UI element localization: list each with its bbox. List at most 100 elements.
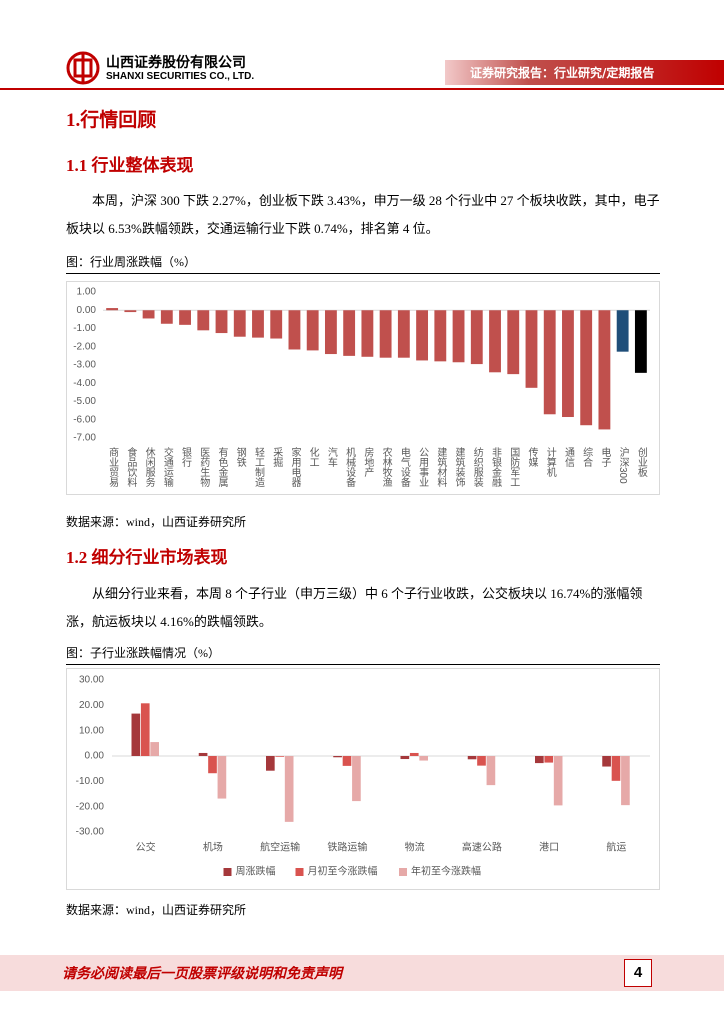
bar [400, 756, 410, 760]
y-tick-label: -20.00 [76, 801, 105, 812]
x-tick-label: 休闲服务 [143, 447, 155, 488]
chart-frame [66, 668, 660, 890]
x-tick-label: 公交 [136, 841, 156, 854]
bar [217, 756, 227, 799]
bar [215, 310, 228, 334]
legend-label: 周涨跌幅 [236, 865, 276, 878]
x-tick-label: 机场 [203, 841, 223, 854]
bar [419, 756, 428, 761]
y-tick-label: 20.00 [79, 700, 104, 711]
y-tick-label: -6.00 [73, 414, 96, 425]
y-tick-label: 10.00 [79, 725, 104, 736]
page-number: 4 [624, 959, 652, 987]
x-tick-label: 传媒 [526, 447, 538, 468]
bar [602, 756, 611, 767]
bar [409, 752, 419, 756]
bar [580, 310, 593, 426]
bar [324, 310, 337, 355]
logo [66, 51, 100, 85]
bar [535, 756, 544, 764]
x-tick-label: 电气设备 [398, 446, 410, 488]
bar [621, 756, 630, 806]
bar [361, 310, 374, 357]
x-tick-label: 建筑装饰 [453, 446, 465, 488]
bar [379, 310, 392, 358]
section-title: 1.行情回顾 [66, 110, 157, 131]
x-tick-label: 通信 [562, 447, 574, 468]
chart: 1.00 0.00 -1.00 -2.00 -3.00 -4.00 -5.00 -6.00 -7… [66, 281, 660, 495]
x-tick-label: 房地产 [362, 446, 374, 478]
legend-swatch [223, 868, 232, 876]
bar [270, 310, 283, 339]
bar [284, 756, 294, 822]
bar [467, 756, 477, 760]
company-en: SHANXI SECURITIES CO., LTD. [106, 71, 255, 82]
y-tick-label: -10.00 [76, 776, 105, 787]
y-tick-label: -5.00 [73, 396, 96, 407]
bar [266, 756, 275, 771]
x-tick-label: 化工 [307, 446, 319, 467]
y-tick-label: 0.00 [85, 751, 105, 762]
source: 数据来源：wind，山西证券研究所 [66, 903, 247, 917]
bar [131, 713, 141, 756]
bar [598, 310, 611, 430]
bar [179, 310, 191, 325]
bar [397, 310, 410, 358]
x-tick-label: 机械设备 [344, 446, 356, 488]
bar [306, 310, 319, 351]
bar [124, 310, 137, 313]
paragraph: 从细分行业来看，本周 8 个子行业（申万三级）中 6 个子行业收跌，公交板块以 … [66, 586, 643, 629]
bar [343, 310, 356, 356]
bar [553, 756, 563, 806]
x-tick-label: 建筑材料 [435, 446, 447, 488]
y-tick-label: 30.00 [79, 675, 104, 686]
bar [106, 308, 119, 311]
y-tick-label: 0.00 [77, 305, 97, 316]
legend-swatch [399, 868, 407, 876]
x-tick-label: 汽车 [325, 446, 337, 468]
x-tick-label: 银行 [180, 446, 192, 468]
x-tick-label: 医药生物 [198, 447, 210, 488]
bar [140, 703, 150, 756]
footer-band [0, 955, 724, 991]
bar [352, 756, 361, 802]
y-tick-label: -7.00 [73, 433, 96, 444]
bar [477, 756, 486, 766]
x-tick-label: 轻工制造 [252, 446, 264, 487]
y-tick-label: 1.00 [77, 287, 97, 298]
source: 数据来源：wind，山西证券研究所 [66, 515, 247, 529]
x-tick-label: 沪深300 [617, 446, 629, 484]
disclaimer: 请务必阅读最后一页股票评级说明和免责声明 [62, 967, 342, 982]
figure-caption: 图：行业周涨跌幅（%） [66, 255, 196, 269]
bar [562, 310, 574, 418]
x-tick-label: 电子 [599, 446, 611, 467]
bar [150, 742, 159, 756]
bar [208, 756, 217, 774]
report-type: 证券研究报告：行业研究/定期报告 [470, 66, 655, 80]
bar [342, 756, 352, 766]
bar [275, 756, 285, 757]
x-tick-label: 有色金属 [216, 446, 228, 488]
x-tick-label: 航运 [606, 841, 626, 854]
x-tick-label: 农林牧渔 [380, 446, 392, 488]
x-tick-label: 综合 [581, 446, 593, 468]
bar [288, 310, 301, 350]
x-tick-label: 食品饮料 [125, 446, 137, 488]
bar [544, 756, 554, 763]
chart-frame [66, 281, 660, 495]
bar [507, 310, 520, 375]
bar [543, 310, 556, 415]
x-tick-label: 创业板 [635, 446, 647, 478]
company-cn: 山西证券股份有限公司 [106, 55, 246, 71]
x-tick-label: 高速公路 [462, 841, 502, 854]
x-tick-label: 钢铁 [234, 446, 246, 468]
x-tick-label: 航空运输 [260, 841, 300, 854]
bar [452, 310, 465, 363]
x-tick-label: 国防军工 [508, 447, 520, 487]
y-tick-label: -4.00 [73, 378, 96, 389]
bar [616, 310, 629, 352]
bar [333, 756, 342, 758]
y-tick-label: -1.00 [73, 323, 96, 334]
bar [233, 310, 246, 337]
